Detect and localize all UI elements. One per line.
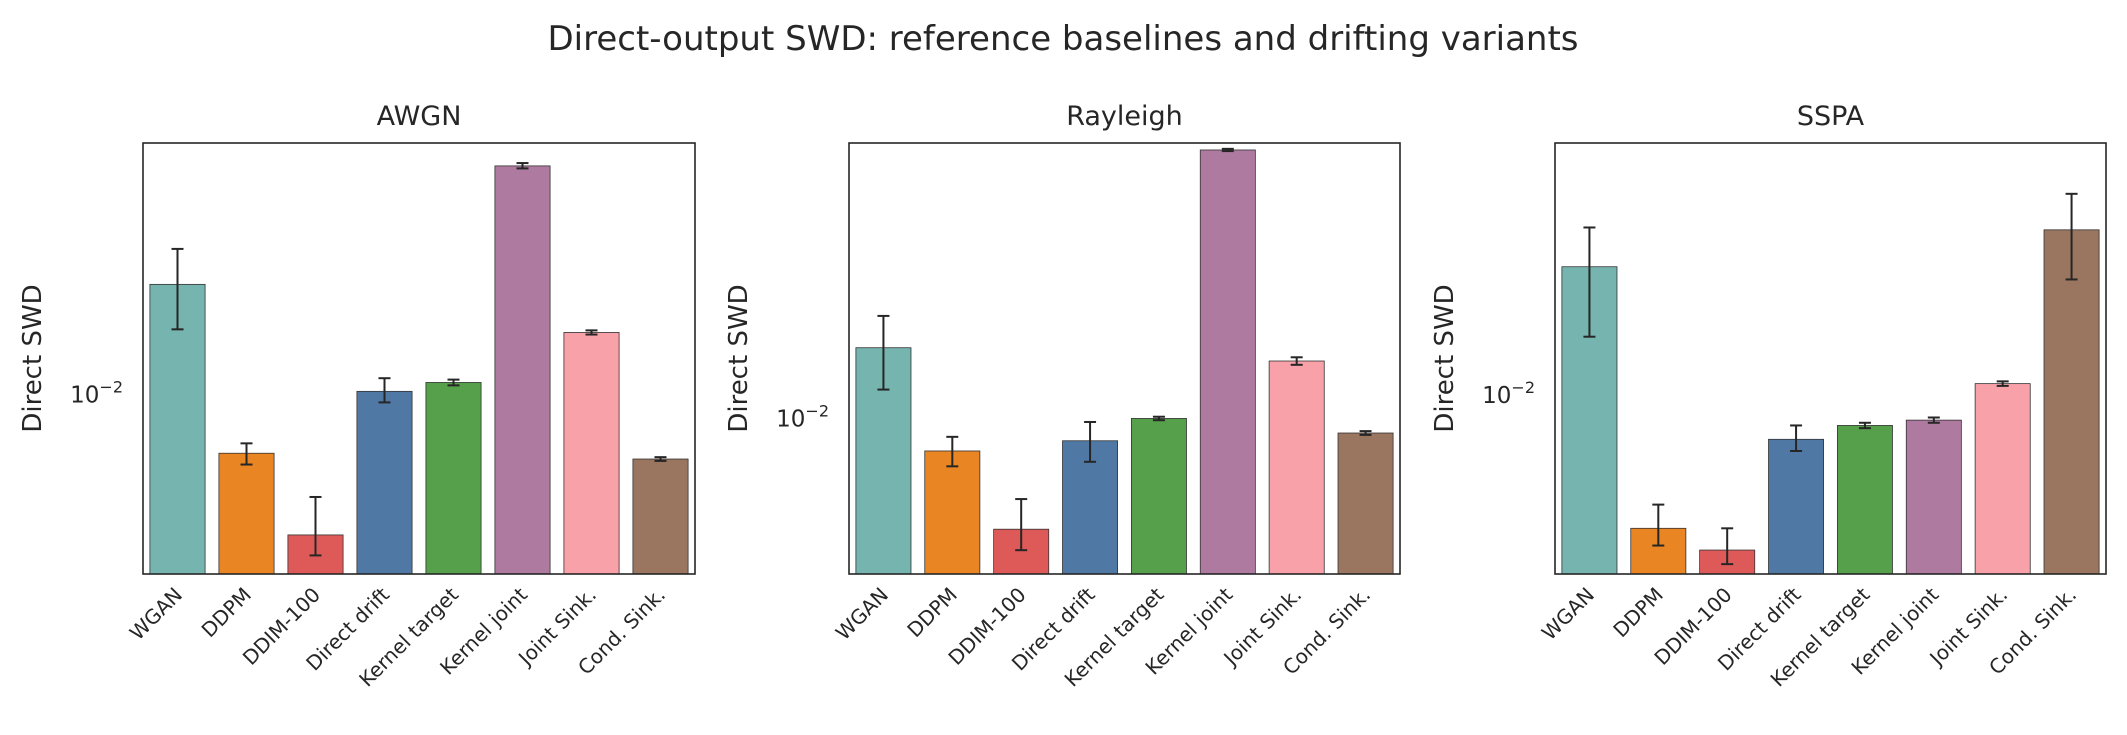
error-bar bbox=[240, 442, 253, 466]
x-tick-label: WGAN bbox=[125, 583, 187, 645]
error-bar bbox=[171, 247, 184, 331]
error-bar bbox=[1583, 226, 1596, 338]
error-bar bbox=[1927, 416, 1940, 424]
x-tick-label: DDPM bbox=[197, 583, 256, 642]
bar bbox=[2043, 229, 2100, 575]
error-bar bbox=[1084, 420, 1097, 463]
error-bar bbox=[1359, 430, 1372, 436]
x-tick-label: DDPM bbox=[1608, 583, 1667, 642]
panel-title: SSPA bbox=[1797, 101, 1865, 132]
error-bar bbox=[1790, 424, 1803, 453]
y-tick-label: 10−2 bbox=[1482, 378, 1535, 409]
x-tick-label: WGAN bbox=[1537, 583, 1599, 645]
error-bar bbox=[447, 378, 460, 387]
bar bbox=[1974, 383, 2031, 575]
bar bbox=[632, 458, 689, 575]
error-bar bbox=[1996, 380, 2009, 387]
x-tick-label: DDPM bbox=[902, 583, 961, 642]
error-bar bbox=[877, 314, 890, 391]
error-bar bbox=[1152, 415, 1165, 422]
bar bbox=[149, 283, 206, 575]
panel-title: Rayleigh bbox=[1066, 101, 1183, 132]
error-bar bbox=[585, 329, 598, 336]
bar bbox=[1836, 425, 1893, 575]
plot-frame bbox=[848, 142, 1401, 575]
bar bbox=[494, 165, 551, 575]
bar bbox=[425, 382, 482, 575]
error-bar bbox=[516, 162, 529, 170]
y-tick-label: 10−2 bbox=[776, 401, 829, 432]
error-bar bbox=[654, 456, 667, 462]
bar bbox=[356, 390, 413, 575]
plot-frame bbox=[142, 142, 696, 575]
y-axis-label: Direct SWD bbox=[18, 284, 48, 432]
error-bar bbox=[1290, 356, 1303, 366]
error-bar bbox=[378, 377, 391, 404]
error-bar bbox=[309, 495, 322, 557]
y-axis-label: Direct SWD bbox=[724, 284, 754, 432]
panel-title: AWGN bbox=[377, 101, 462, 132]
error-bar bbox=[1858, 421, 1871, 430]
x-tick-label: WGAN bbox=[831, 583, 893, 645]
bar bbox=[1905, 419, 1962, 575]
error-bar bbox=[1652, 503, 1665, 547]
bar bbox=[218, 452, 275, 575]
bar bbox=[1199, 149, 1256, 575]
error-bar bbox=[2065, 192, 2078, 281]
bar bbox=[924, 450, 981, 575]
error-bar bbox=[1221, 147, 1234, 153]
plot-frame bbox=[1554, 142, 2107, 575]
figure-title: Direct-output SWD: reference baselines a… bbox=[547, 19, 1578, 59]
error-bar bbox=[1721, 527, 1734, 566]
y-axis-label: Direct SWD bbox=[1430, 284, 1460, 432]
bar bbox=[563, 332, 620, 575]
error-bar bbox=[946, 435, 959, 468]
bar bbox=[1768, 438, 1825, 575]
error-bar bbox=[1015, 498, 1028, 552]
y-tick-label: 10−2 bbox=[70, 377, 123, 408]
bar bbox=[1130, 418, 1187, 575]
bar bbox=[1337, 432, 1394, 575]
bar bbox=[1268, 360, 1325, 575]
